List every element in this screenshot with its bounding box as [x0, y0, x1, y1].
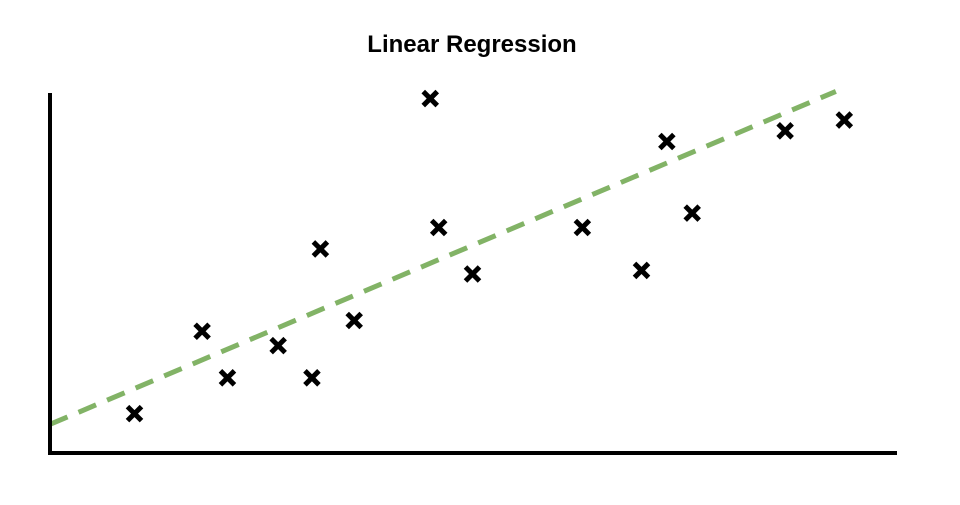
data-point-marker [345, 311, 363, 330]
axes-spines [48, 93, 897, 455]
data-point-marker [835, 111, 854, 129]
data-point-marker [429, 218, 448, 237]
data-point-marker [683, 204, 701, 222]
data-point-marker [218, 369, 237, 387]
data-point-marker [303, 369, 321, 387]
regression-line [49, 89, 837, 427]
data-point-marker [632, 261, 651, 280]
data-point-marker [193, 322, 211, 341]
data-point-marker [573, 218, 592, 237]
data-point-marker [463, 265, 482, 283]
scatter-points-layer [125, 89, 854, 423]
data-point-marker [125, 404, 144, 423]
data-point-marker [311, 240, 330, 258]
data-point-marker [269, 336, 287, 355]
data-point-marker [658, 132, 676, 151]
axes-layer [48, 93, 897, 455]
data-point-marker [776, 122, 794, 140]
chart-title: Linear Regression [367, 31, 576, 58]
data-point-marker [421, 89, 440, 108]
regression-trend-line-layer [49, 89, 837, 427]
